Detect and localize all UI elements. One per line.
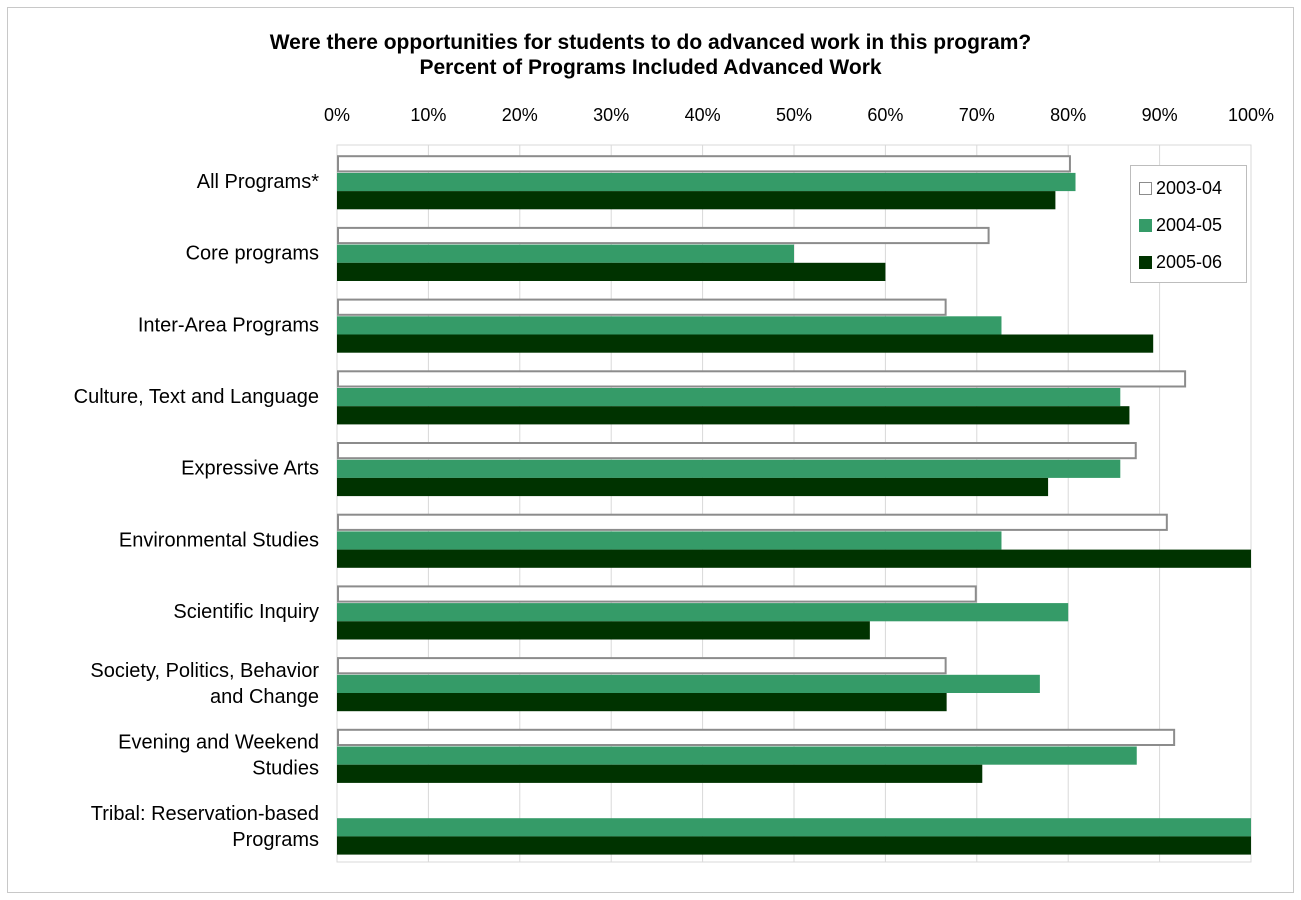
legend-swatch-2003-04 (1139, 181, 1152, 195)
bar-2003-04-3 (337, 370, 1187, 388)
category-label: All Programs* (197, 171, 319, 193)
bar-2003-04-4 (337, 442, 1137, 460)
chart-title-block: Were there opportunities for students to… (0, 30, 1301, 80)
category-label: Core programs (186, 243, 319, 265)
bar-2005-06-0 (337, 191, 1056, 210)
legend-label-2004-05: 2004-05 (1156, 214, 1223, 235)
bar-2005-06-6 (337, 621, 870, 640)
legend: 2003-04 2004-05 2005-06 (1130, 165, 1247, 283)
bar-2004-05-3 (337, 388, 1121, 407)
bar-2003-04-7 (337, 657, 947, 675)
bar-2003-04-6 (337, 585, 977, 603)
bar-2004-05-4 (337, 459, 1121, 478)
x-tick-label: 20% (502, 105, 538, 125)
x-tick-label: 10% (410, 105, 446, 125)
bar-2005-06-2 (337, 334, 1154, 353)
bar-2005-06-8 (337, 764, 983, 783)
legend-label-2003-04: 2003-04 (1156, 177, 1223, 198)
legend-item-2005-06: 2005-06 (1139, 250, 1222, 274)
legend-item-2003-04: 2003-04 (1139, 176, 1222, 200)
bar-2004-05-5 (337, 531, 1002, 550)
bar-2003-04-1 (337, 226, 990, 245)
bar-2004-05-2 (337, 316, 1002, 335)
legend-swatch-2005-06 (1139, 255, 1152, 269)
x-tick-label: 0% (324, 105, 350, 125)
category-label: Society, Politics, Behavior (90, 660, 319, 682)
bar-2005-06-3 (337, 406, 1130, 425)
category-label: Studies (252, 757, 319, 779)
bar-2003-04-0 (337, 155, 1071, 173)
x-tick-label: 40% (685, 105, 721, 125)
bar-2004-05-9 (337, 818, 1251, 837)
legend-label-2005-06: 2005-06 (1156, 251, 1223, 272)
x-tick-label: 90% (1142, 105, 1178, 125)
chart-subtitle: Percent of Programs Included Advanced Wo… (419, 56, 882, 79)
bar-2004-05-0 (337, 172, 1076, 192)
chart-title: Were there opportunities for students to… (269, 31, 1032, 54)
bar-2004-05-1 (337, 244, 794, 263)
x-tick-label: 80% (1050, 105, 1086, 125)
x-tick-label: 100% (1228, 105, 1274, 125)
category-label: Inter-Area Programs (138, 314, 319, 336)
bar-2005-06-5 (337, 549, 1251, 568)
bar-2005-06-4 (337, 477, 1049, 497)
bar-2004-05-7 (337, 674, 1040, 693)
bar-2005-06-7 (337, 693, 947, 712)
category-label: Culture, Text and Language (74, 386, 319, 408)
category-label: Programs (232, 829, 319, 851)
category-label: Tribal: Reservation-based (91, 803, 319, 825)
bar-2003-04-8 (337, 728, 1176, 746)
bar-2004-05-6 (337, 603, 1069, 622)
bar-2003-04-2 (337, 298, 947, 316)
bar-2003-04-5 (337, 513, 1168, 531)
category-label: Evening and Weekend (118, 731, 319, 753)
bar-2005-06-1 (337, 262, 886, 281)
category-label: Environmental Studies (119, 529, 319, 551)
category-label: and Change (210, 686, 319, 708)
category-label: Expressive Arts (181, 458, 319, 480)
x-tick-label: 70% (959, 105, 995, 125)
x-tick-label: 50% (776, 105, 812, 125)
legend-swatch-2004-05 (1139, 218, 1152, 232)
legend-item-2004-05: 2004-05 (1139, 213, 1222, 237)
bar-2005-06-9 (337, 836, 1251, 855)
x-tick-label: 60% (867, 105, 903, 125)
x-tick-label: 30% (593, 105, 629, 125)
category-label: Scientific Inquiry (173, 601, 319, 623)
bar-2004-05-8 (337, 746, 1137, 765)
